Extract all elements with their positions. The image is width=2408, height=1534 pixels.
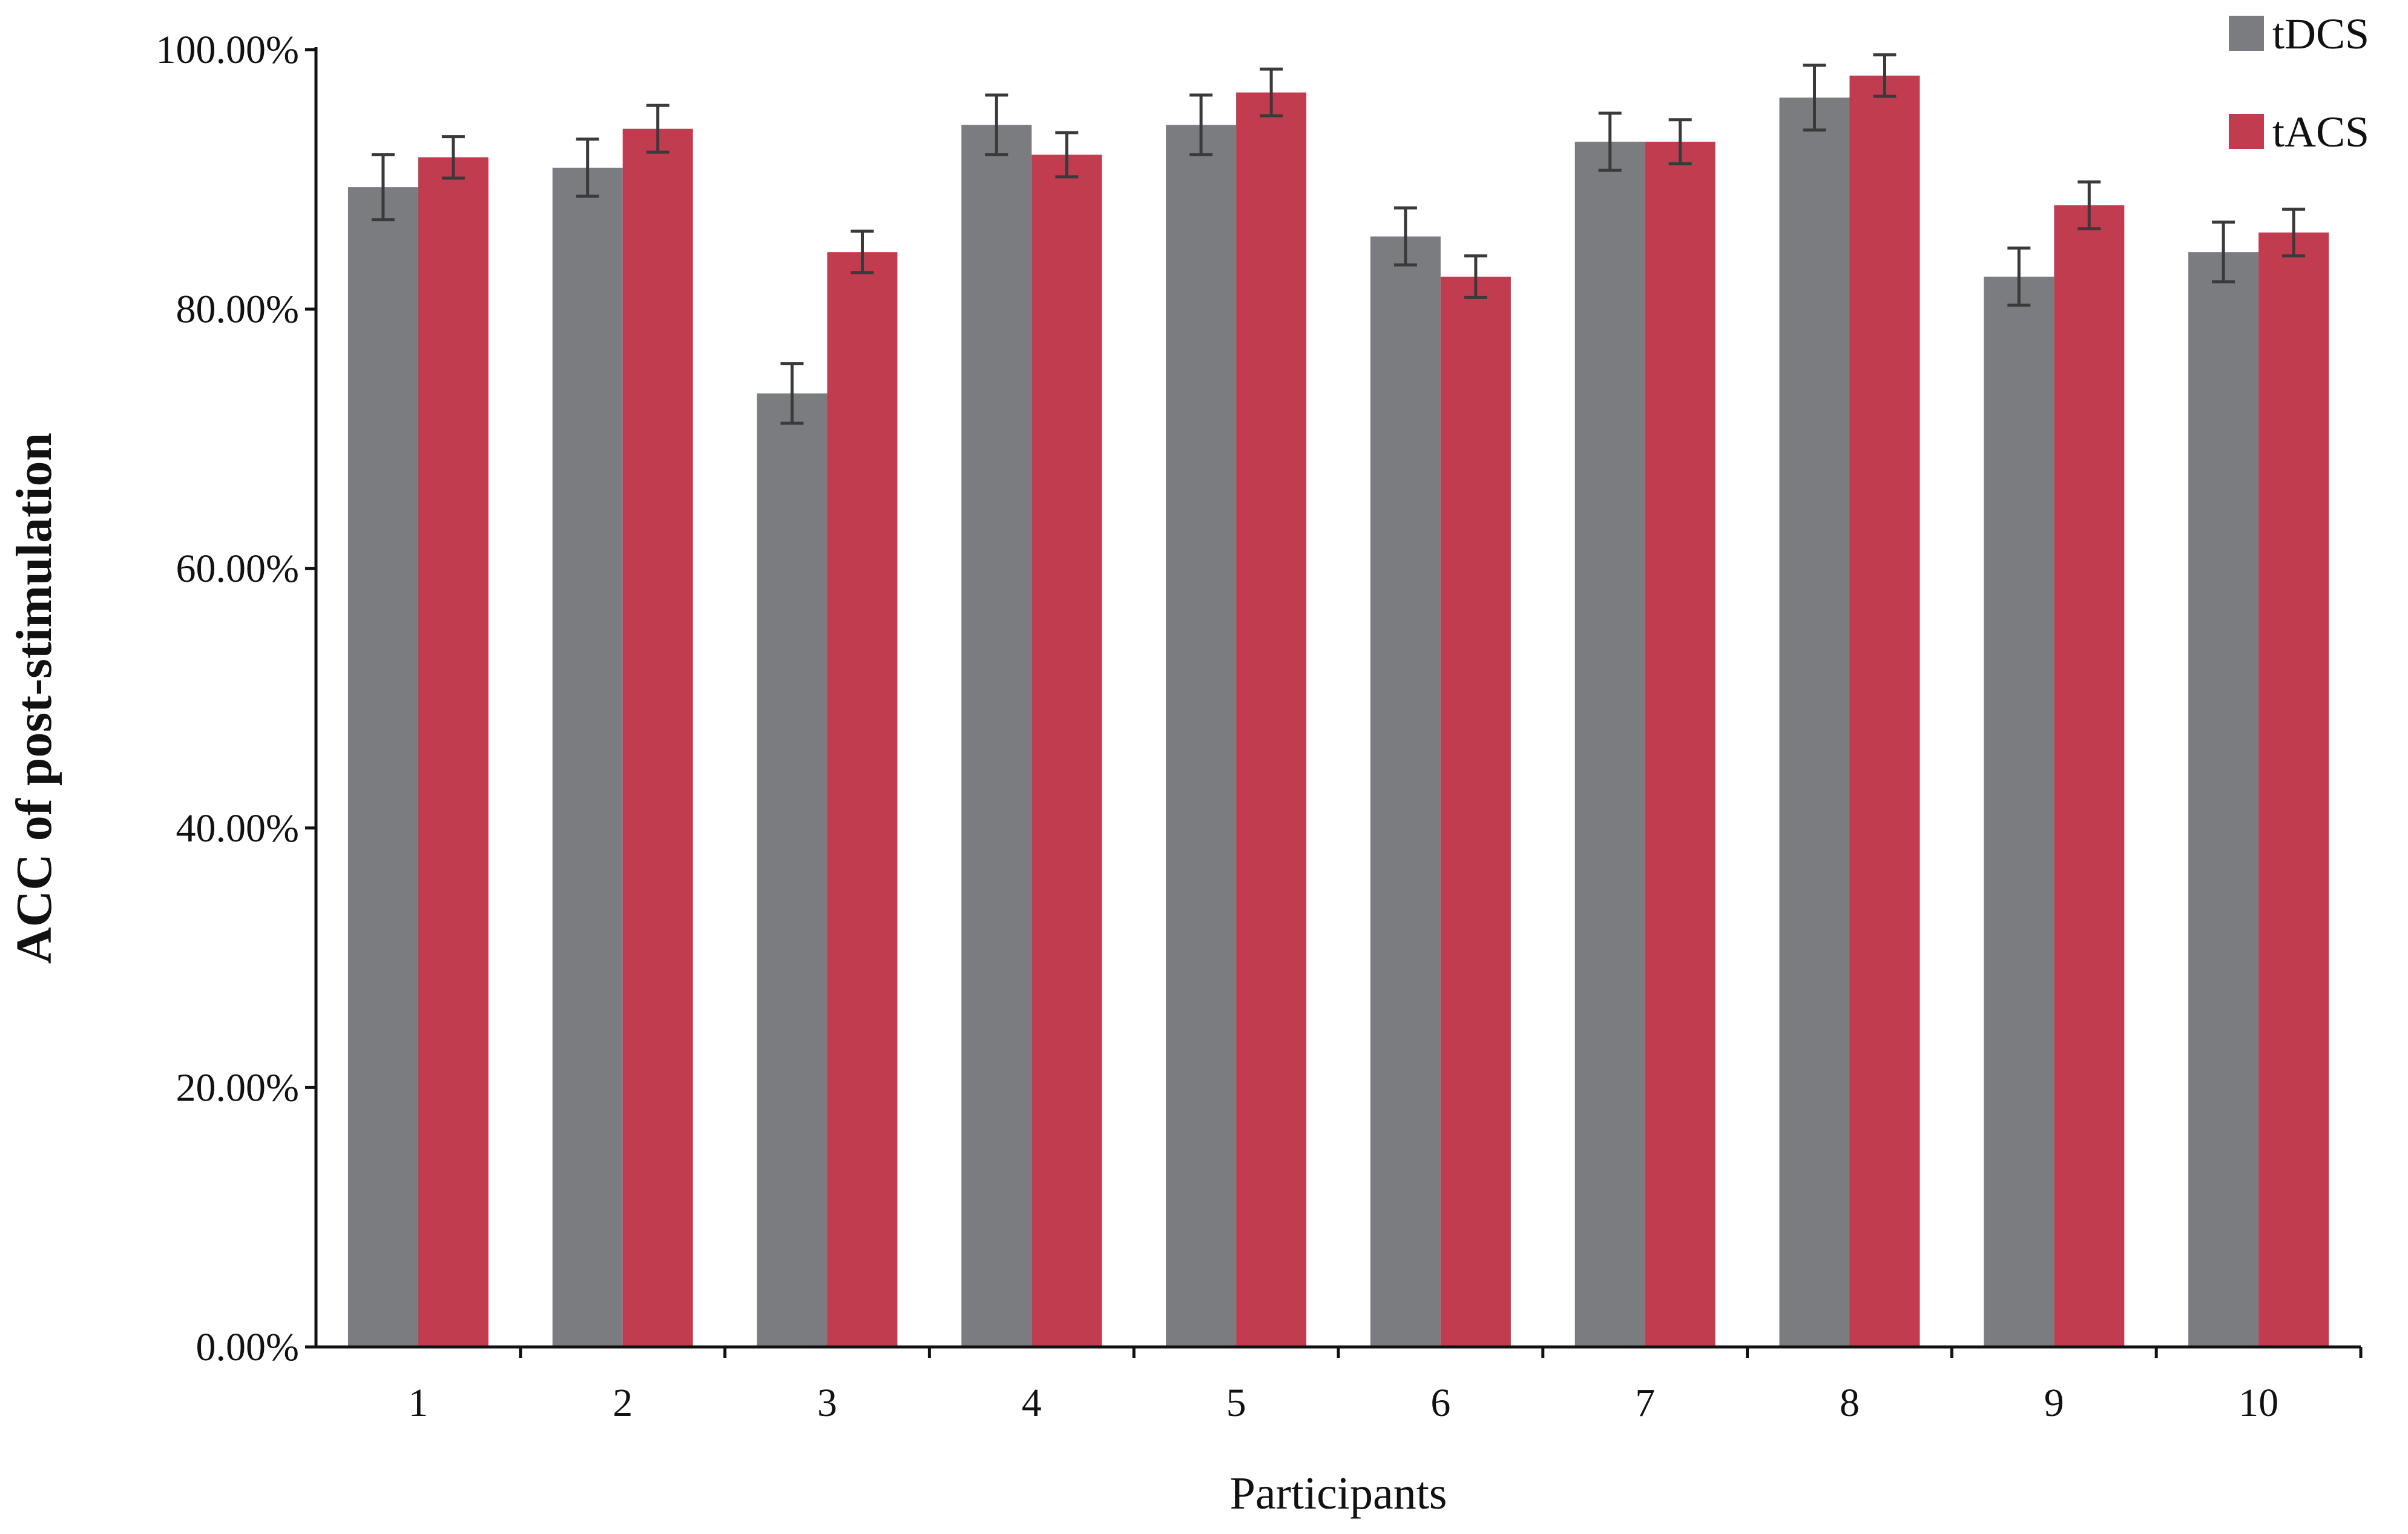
bar-tdcs-8 xyxy=(1779,97,1850,1347)
y-axis-ticks: 0.00% 20.00% 40.00% 60.00% 80.00% 100.00% xyxy=(156,28,316,1369)
bar-tacs-8 xyxy=(1849,75,1920,1347)
x-tick-label: 5 xyxy=(1226,1381,1246,1425)
y-tick-label: 80.00% xyxy=(176,288,299,332)
x-axis-ticks: 1 2 3 4 5 6 7 8 9 10 xyxy=(408,1347,2363,1425)
bar-tacs-10 xyxy=(2258,232,2329,1348)
x-tick-label: 1 xyxy=(408,1381,428,1425)
bar-tacs-1 xyxy=(418,157,489,1347)
y-axis-title: ACC of post-stimulation xyxy=(6,433,62,964)
bar-tacs-2 xyxy=(622,128,693,1347)
bar-tacs-5 xyxy=(1236,92,1307,1347)
legend-swatch-tdcs xyxy=(2229,16,2264,51)
error-bars-layer xyxy=(371,53,2306,425)
legend-label-tdcs: tDCS xyxy=(2272,10,2369,58)
bar-tacs-7 xyxy=(1645,142,1716,1348)
bar-tdcs-2 xyxy=(552,168,623,1348)
bar-tdcs-3 xyxy=(757,393,827,1347)
y-tick-label: 100.00% xyxy=(156,28,299,72)
bar-tacs-4 xyxy=(1031,154,1102,1347)
bar-tdcs-10 xyxy=(2188,252,2259,1348)
x-tick-label: 2 xyxy=(613,1381,633,1425)
bar-tacs-6 xyxy=(1440,277,1511,1347)
x-axis-title: Participants xyxy=(1230,1468,1447,1519)
legend-swatch-tacs xyxy=(2229,114,2264,149)
legend: tDCS tACS xyxy=(2229,10,2369,156)
bar-tdcs-1 xyxy=(347,187,418,1348)
y-tick-label: 0.00% xyxy=(196,1325,299,1369)
x-tick-label: 10 xyxy=(2239,1381,2278,1425)
y-tick-label: 20.00% xyxy=(176,1065,299,1110)
bar-tdcs-7 xyxy=(1574,142,1645,1348)
bars-layer xyxy=(347,75,2329,1348)
x-tick-label: 8 xyxy=(1840,1381,1860,1425)
x-tick-label: 6 xyxy=(1430,1381,1450,1425)
x-tick-label: 7 xyxy=(1635,1381,1655,1425)
y-tick-label: 60.00% xyxy=(176,547,299,591)
legend-label-tacs: tACS xyxy=(2272,108,2369,156)
bar-tdcs-5 xyxy=(1166,125,1237,1348)
bar-tacs-3 xyxy=(827,252,898,1348)
y-tick-label: 40.00% xyxy=(176,806,299,851)
bar-tacs-9 xyxy=(2054,205,2125,1347)
bar-tdcs-4 xyxy=(961,125,1032,1348)
bar-tdcs-6 xyxy=(1370,236,1441,1347)
x-tick-label: 9 xyxy=(2044,1381,2064,1425)
x-tick-label: 4 xyxy=(1022,1381,1042,1425)
x-tick-label: 3 xyxy=(817,1381,837,1425)
bar-tdcs-9 xyxy=(1984,277,2054,1347)
